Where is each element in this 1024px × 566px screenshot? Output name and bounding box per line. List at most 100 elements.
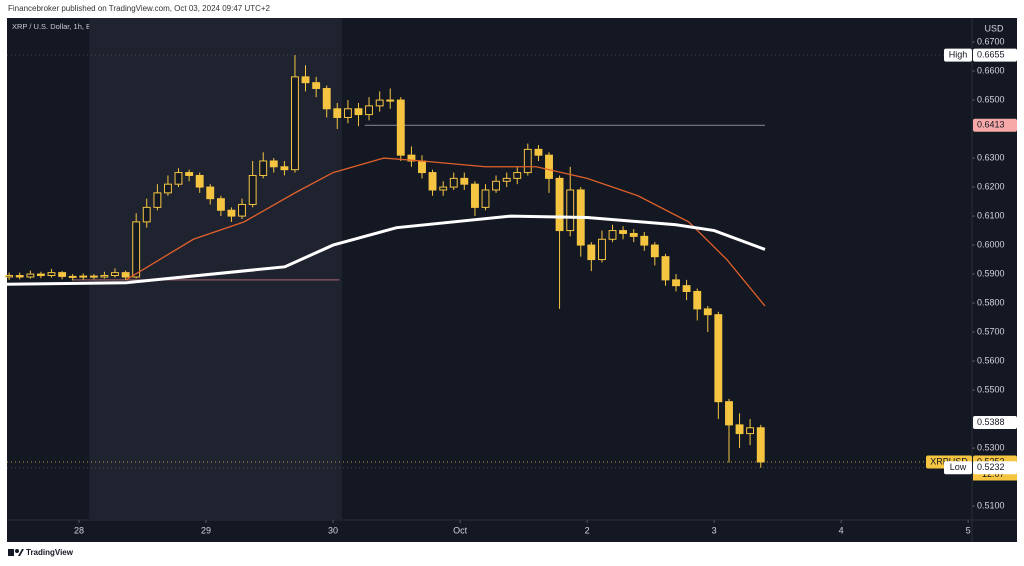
candle-body	[36, 273, 45, 277]
price-badge-tag	[944, 48, 972, 62]
candle-body	[449, 177, 458, 188]
y-tick-label: 0.5100	[977, 500, 1005, 510]
candle-body	[322, 87, 331, 110]
candle-body	[26, 273, 35, 278]
moving-average	[125, 157, 766, 307]
x-tick-label: 30	[328, 525, 338, 535]
candle-body	[301, 76, 310, 84]
candle-body	[354, 108, 363, 116]
price-badge	[973, 461, 1017, 475]
candle-body	[460, 177, 469, 185]
candle-body	[15, 275, 24, 278]
candle-body	[365, 105, 373, 116]
candle-body	[163, 183, 172, 194]
candle-body	[492, 180, 500, 191]
price-badge-value: 0.6413	[977, 120, 1005, 130]
price-badge-value: 0.5232	[977, 462, 1005, 472]
candle-body	[672, 279, 680, 287]
highlight-region	[89, 18, 342, 520]
price-badge-label: Low	[950, 462, 967, 472]
candle-body	[248, 174, 257, 205]
candle-body	[312, 82, 321, 89]
y-tick-label: 0.5800	[977, 297, 1005, 307]
candle-body	[238, 203, 246, 217]
y-tick-label: 0.6200	[977, 181, 1005, 191]
chart-title: XRP / U.S. Dollar, 1h, BINANCE	[12, 22, 119, 31]
y-tick-label: 0.5500	[977, 384, 1005, 394]
candle-body	[185, 172, 194, 176]
candle-body	[142, 206, 151, 223]
candle-body	[682, 285, 691, 292]
x-tick-label: 4	[839, 525, 844, 535]
x-tick-label: 5	[966, 525, 971, 535]
candle-body	[132, 221, 141, 278]
candle-body	[418, 160, 426, 174]
price-badge-tag	[944, 461, 972, 475]
candle-body	[206, 186, 215, 200]
price-badge	[973, 118, 1017, 132]
candle-body	[280, 166, 289, 171]
candle-body	[703, 308, 712, 316]
y-tick-label: 0.6500	[977, 94, 1005, 104]
x-tick-label: 2	[585, 525, 590, 535]
candle-body	[68, 275, 77, 278]
y-tick-label: 0.6100	[977, 210, 1005, 220]
candle-body	[746, 427, 755, 435]
candle-body	[386, 99, 395, 102]
price-badge	[973, 48, 1017, 62]
y-tick-label: 0.5600	[977, 355, 1005, 365]
candle-body	[121, 272, 130, 278]
candle-body	[608, 230, 617, 240]
candle-body	[534, 148, 543, 156]
candle-body	[343, 108, 352, 118]
x-tick-label: Oct	[453, 525, 468, 535]
x-tick-label: 28	[74, 525, 84, 535]
candle-body	[545, 154, 553, 179]
candle-body	[100, 275, 109, 278]
candle-body	[291, 76, 299, 171]
candle-body	[640, 235, 649, 246]
publisher: Financebroker published on TradingView.c…	[8, 4, 271, 13]
candle-body	[619, 230, 628, 234]
candle-body	[269, 160, 278, 168]
y-tick-label: 0.5300	[977, 442, 1005, 452]
candle-body	[174, 172, 183, 185]
y-tick-label: 0.6300	[977, 152, 1005, 162]
candle-body	[523, 148, 532, 174]
candle-body	[47, 272, 56, 277]
candle-body	[153, 192, 162, 208]
candle-body	[513, 172, 522, 179]
candle-body	[661, 256, 670, 281]
y-tick-label: 0.5900	[977, 268, 1005, 278]
candle-body	[481, 189, 490, 208]
price-badge	[973, 416, 1017, 430]
brand: TradingView	[26, 548, 74, 557]
candle-body	[693, 290, 702, 310]
moving-average	[6, 214, 766, 286]
y-tick-label: 0.6000	[977, 239, 1005, 249]
candle-body	[216, 198, 225, 211]
candle-body	[111, 272, 119, 277]
y-tick-label: 0.6600	[977, 65, 1005, 75]
candle-body	[439, 186, 448, 191]
x-tick-label: 3	[712, 525, 717, 535]
candle-body	[259, 160, 268, 176]
candle-body	[650, 244, 659, 258]
y-tick-label: 0.6700	[977, 36, 1005, 46]
candle-body	[629, 232, 638, 237]
currency: USD	[984, 23, 1004, 33]
price-badge-value: 0.5388	[977, 417, 1005, 427]
brand-logo	[8, 549, 24, 556]
candle-body	[195, 174, 204, 188]
candle-body	[407, 154, 416, 162]
candle-body	[471, 183, 479, 208]
candle-body	[58, 272, 67, 277]
candle-body	[714, 314, 723, 403]
candle-body	[725, 401, 733, 426]
candle-body	[756, 427, 765, 463]
candle-body	[566, 189, 575, 232]
candle-body	[428, 172, 437, 191]
price-badge-value: 0.6655	[977, 49, 1005, 59]
